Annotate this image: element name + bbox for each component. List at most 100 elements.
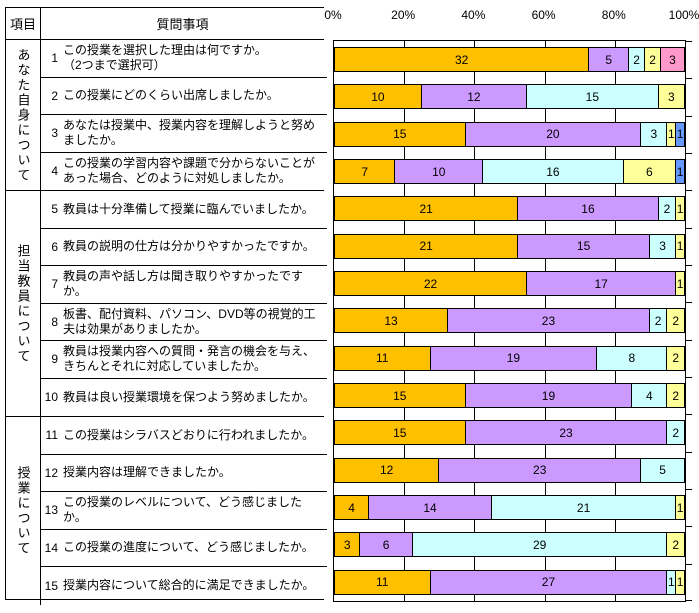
bar-segment: 3	[641, 121, 668, 147]
category-axis-tick	[686, 339, 692, 341]
question-text: この授業のレベルについて、どう感じましたか。	[63, 495, 303, 525]
question-number: 5	[51, 202, 58, 217]
question-text: この授業を選択した理由は何ですか。 （2つまで選択可）	[63, 43, 267, 73]
bar-segment: 1	[667, 121, 677, 147]
bar-segment: 15	[334, 121, 466, 147]
bar-row: 15 19 4 2	[334, 383, 685, 408]
bar-segment: 3	[334, 532, 361, 558]
question-number: 14	[44, 540, 58, 555]
question-row: 3 あなたは授業中、授業内容を理解しようと努めましたか。	[41, 115, 327, 153]
question-text: 教員は授業内容への質問・発言の機会を与え、きちんとそれに対応していましたか。	[63, 344, 316, 374]
question-row: 4 この授業の学習内容や課題で分からないことがあった場合、どのように対処しましたか…	[41, 153, 327, 191]
bar-segment: 1	[676, 121, 685, 147]
bar-segment: 16	[483, 159, 624, 184]
bar-segment: 2	[667, 345, 685, 371]
question-number: 11	[45, 428, 58, 443]
question-row: 15 授業内容について総合的に満足できましたか。	[41, 567, 327, 605]
bar-segment: 6	[623, 159, 677, 184]
bar-row: 13 23 2 2	[334, 308, 685, 334]
question-number: 12	[44, 465, 58, 480]
question-row: 5 教員は十分準備して授業に臨んでいましたか。	[41, 191, 327, 229]
bar-segment: 27	[430, 569, 668, 595]
question-row: 8 板書、配付資料、パソコン、DVD等の視覚的工夫は効果がありましたか。	[41, 304, 327, 341]
group-question-rows: 1 この授業を選択した理由は何ですか。 （2つまで選択可） 2 この授業にどのくらい出…	[41, 40, 327, 190]
bar-row: 15 20 3 1 1	[334, 121, 685, 147]
bar-segment: 15	[334, 383, 466, 408]
category-axis-tick	[686, 526, 692, 528]
group-question-rows: 5 教員は十分準備して授業に臨んでいましたか。 6 教員の説明の仕方は分かりやすかった…	[41, 191, 327, 416]
bar-segment: 7	[334, 159, 396, 184]
bar-row: 21 16 2 1	[334, 196, 685, 222]
bar-segment: 6	[360, 532, 413, 558]
category-axis-tick	[686, 190, 692, 192]
category-axis-tick	[686, 563, 692, 565]
bar-segment: 2	[629, 47, 646, 72]
bar-segment: 29	[412, 532, 668, 558]
bar-segment: 11	[334, 345, 431, 371]
bar-row: 4 14 21 1	[334, 495, 685, 520]
bar-segment: 1	[676, 495, 685, 520]
bar-segment: 13	[334, 308, 449, 334]
chart-plot-area: 32 5 2 2 3 10 12 15 3 15 20 3 1 1 7 10 16 6 1 21 16 2 1 21 15 3 1 2…	[333, 40, 692, 602]
question-group: 授業について 11 この授業はシラバスどおりに行われましたか。 12 授業内容は理解でき…	[6, 417, 327, 605]
category-axis-tick	[686, 227, 692, 229]
category-axis-tick	[686, 377, 692, 378]
bar-segment: 15	[334, 420, 466, 446]
bar-row: 32 5 2 2 3	[334, 47, 685, 72]
question-row: 13 この授業のレベルについて、どう感じましたか。	[41, 492, 327, 530]
question-group: あなた自身について 1 この授業を選択した理由は何ですか。 （2つまで選択可） 2 この…	[6, 40, 327, 191]
question-text: 板書、配付資料、パソコン、DVD等の視覚的工夫は効果がありましたか。	[63, 306, 316, 336]
question-table: 項目 質問事項 あなた自身について 1 この授業を選択した理由は何ですか。 （2つま…	[5, 7, 327, 605]
bar-segment: 5	[641, 457, 685, 483]
question-text: この授業はシラバスどおりに行われましたか。	[63, 427, 315, 442]
bar-segment: 15	[518, 233, 650, 259]
question-text: この授業にどのくらい出席しましたか。	[63, 88, 279, 103]
question-text: 教員の説明の仕方は分かりやすかったですか。	[63, 239, 315, 254]
question-groups-container: あなた自身について 1 この授業を選択した理由は何ですか。 （2つまで選択可） 2 この…	[6, 40, 327, 605]
question-row: 7 教員の声や話し方は聞き取りやすかったですか。	[41, 266, 327, 304]
bar-segment: 2	[667, 420, 685, 446]
bar-row: 12 23 5	[334, 457, 685, 483]
category-axis-tick	[686, 302, 692, 304]
bar-segment: 11	[334, 569, 431, 595]
bar-segment: 4	[334, 495, 370, 520]
category-axis-tick	[686, 451, 692, 453]
bar-segment: 19	[465, 383, 633, 408]
question-row: 6 教員の説明の仕方は分かりやすかったですか。	[41, 229, 327, 266]
bar-segment: 23	[439, 457, 642, 483]
question-text: 教員は十分準備して授業に臨んでいましたか。	[63, 201, 314, 216]
axis-tick-label: 20%	[391, 8, 416, 22]
bar-segment: 14	[369, 495, 492, 520]
bar-segment: 15	[527, 84, 659, 110]
question-row: 2 この授業にどのくらい出席しましたか。	[41, 78, 327, 115]
category-axis-tick	[686, 78, 692, 80]
question-text: 教員は良い授業環境を保つよう努めましたか。	[63, 389, 315, 404]
bar-row: 11 19 8 2	[334, 345, 685, 371]
stacked-bar-chart: 0% 20% 40% 60% 80% 100% 32 5 2 2 3 10 12 15 3 15 20 3 1 1 7…	[324, 0, 699, 613]
bar-segment: 2	[667, 383, 685, 408]
bar-segment: 1	[676, 196, 685, 222]
bar-segment: 12	[334, 457, 440, 483]
category-axis-tick	[686, 265, 692, 266]
question-number: 7	[51, 277, 58, 292]
bar-segment: 1	[676, 271, 685, 296]
question-text: 授業内容について総合的に満足できましたか。	[63, 578, 315, 593]
category-axis-tick	[686, 414, 692, 416]
question-number: 1	[51, 51, 58, 66]
axis-tick-label: 40%	[461, 8, 486, 22]
question-number: 8	[51, 314, 58, 329]
bar-row: 7 10 16 6 1	[334, 159, 685, 184]
bar-segment: 1	[676, 569, 685, 595]
bar-segment: 8	[597, 345, 668, 371]
bar-segment: 3	[661, 47, 685, 72]
bar-row: 21 15 3 1	[334, 233, 685, 259]
bar-segment: 20	[465, 121, 642, 147]
bar-segment: 22	[334, 271, 528, 296]
bar-segment: 32	[334, 47, 590, 72]
bar-segment: 21	[334, 196, 519, 222]
question-number: 10	[44, 390, 58, 405]
question-group: 担当教員について 5 教員は十分準備して授業に臨んでいましたか。 6 教員の説明の仕方は…	[6, 191, 327, 417]
question-text: あなたは授業中、授業内容を理解しようと努めましたか。	[63, 118, 316, 148]
bar-segment: 2	[667, 308, 685, 334]
